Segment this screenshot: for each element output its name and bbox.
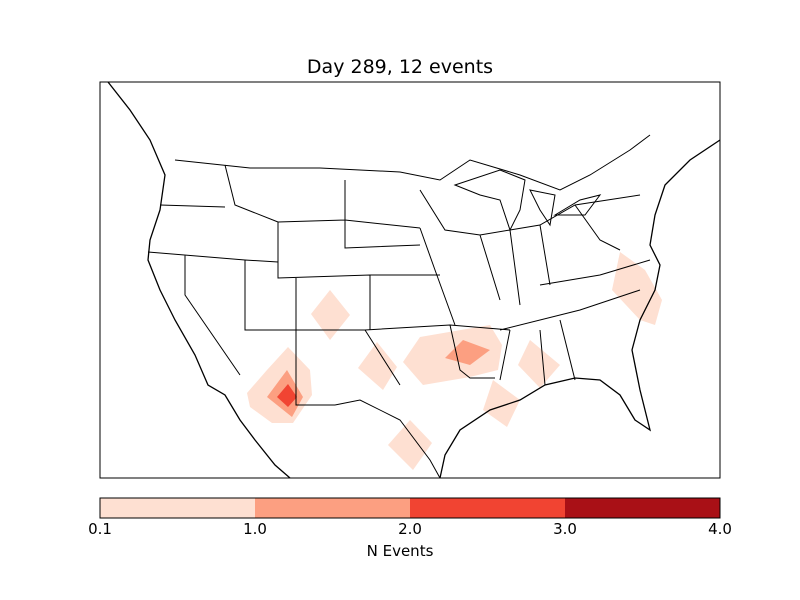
colorbar-tick: 0.1 [88, 520, 112, 538]
map-title: Day 289, 12 events [306, 56, 494, 78]
colorbar-segment [255, 498, 410, 518]
gulf-east-coastline [439, 139, 720, 478]
event-density-layer [247, 252, 662, 470]
map-frame [99, 81, 721, 479]
event-contour [518, 340, 560, 388]
colorbar-frame [99, 497, 721, 519]
colorbar-tick: 3.0 [553, 520, 577, 538]
event-contour [445, 340, 490, 365]
colorbar-segment [100, 498, 255, 518]
event-contour [358, 342, 397, 390]
event-contour [483, 380, 520, 427]
event-contour [612, 252, 662, 325]
colorbar-tick: 2.0 [398, 520, 422, 538]
event-contour [388, 420, 432, 470]
colorbar-segment [410, 498, 565, 518]
colorbar-label: N Events [366, 542, 434, 560]
west-coastline [107, 82, 291, 478]
colorbar-tick: 4.0 [708, 520, 732, 538]
state-lines [147, 164, 651, 478]
boundaries [107, 82, 720, 478]
canada-border [174, 134, 651, 191]
event-contour [277, 384, 297, 407]
event-contour [311, 290, 350, 340]
great-lakes [453, 169, 602, 232]
colorbar [100, 498, 720, 518]
colorbar-tick: 1.0 [243, 520, 267, 538]
colorbar-segment [565, 498, 720, 518]
